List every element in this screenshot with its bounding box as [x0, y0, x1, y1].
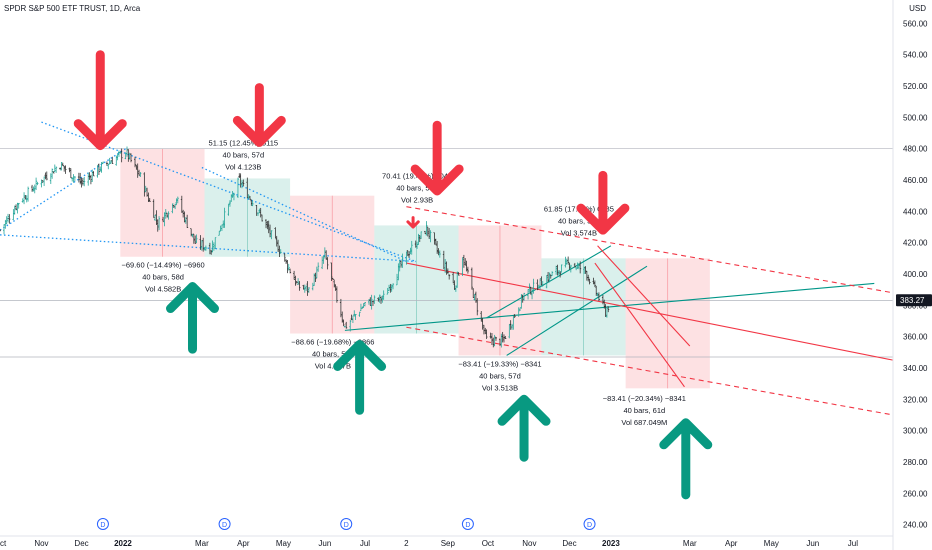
- time-tick-label: 2: [404, 539, 409, 548]
- time-tick-label: Nov: [522, 539, 536, 548]
- arrow-down-icon: [73, 50, 127, 151]
- measure-label: Vol 3.513B: [482, 383, 518, 392]
- trend-line[interactable]: [406, 326, 894, 416]
- measure-label: Vol 2.93B: [401, 195, 433, 204]
- chart-title: SPDR S&P 500 ETF TRUST, 1D, Arca: [4, 4, 141, 13]
- trend-line[interactable]: [486, 245, 612, 319]
- price-tick-label: 280.00: [903, 458, 928, 467]
- time-tick-label: May: [764, 539, 779, 548]
- time-tick-label: Nov: [34, 539, 48, 548]
- time-tick-label: Jul: [360, 539, 370, 548]
- trend-line[interactable]: [344, 282, 875, 331]
- price-tick-label: 420.00: [903, 239, 928, 248]
- trend-line[interactable]: [41, 121, 416, 263]
- measure-label: Vol 4.123B: [225, 163, 261, 172]
- arrow-up-icon: [333, 339, 387, 415]
- trend-line[interactable]: [406, 262, 894, 361]
- time-tick-label: 2023: [602, 539, 620, 548]
- arrow-down-icon: [410, 120, 464, 196]
- time-tick-label: Oct: [482, 539, 495, 548]
- price-tick-label: 440.00: [903, 207, 928, 216]
- trend-line[interactable]: [201, 166, 407, 263]
- price-axis[interactable]: 240.00 260.00 280.00 300.00 320.00 340.00 360.…: [892, 0, 932, 550]
- time-tick-label: Dec: [74, 539, 88, 548]
- time-tick-label: Jun: [806, 539, 819, 548]
- arrow-markers: [73, 50, 713, 500]
- trend-line[interactable]: [597, 245, 691, 347]
- dividend-icon[interactable]: [583, 518, 596, 530]
- measure-label: 40 bars, 57d: [558, 216, 600, 225]
- measure-label: 40 bars, 57d: [479, 371, 521, 380]
- arrow-down-icon: [576, 170, 630, 235]
- dividend-icon[interactable]: [218, 518, 231, 530]
- price-tick-label: 520.00: [903, 82, 928, 91]
- price-tick-label: 260.00: [903, 489, 928, 498]
- time-tick-label: Mar: [195, 539, 209, 548]
- dividend-icon[interactable]: [461, 518, 474, 530]
- measure-label: Vol 687.049M: [621, 418, 667, 427]
- measure-label: Vol 4.517B: [315, 361, 351, 370]
- dividend-label: D: [100, 522, 105, 529]
- time-tick-label: Apr: [237, 539, 250, 548]
- arrow-down-icon: [232, 83, 286, 147]
- price-tick-label: 480.00: [903, 145, 928, 154]
- trend-line[interactable]: [506, 265, 648, 356]
- time-tick-label: Jul: [848, 539, 858, 548]
- measure-label: 40 bars, 61d: [623, 406, 665, 415]
- measure-label: −69.60 (−14.49%) −6960: [121, 261, 204, 270]
- time-tick-label: Sep: [441, 539, 456, 548]
- dividend-label: D: [465, 522, 470, 529]
- time-tick-label: Oct: [0, 539, 7, 548]
- dividend-icon[interactable]: [96, 518, 109, 530]
- price-tick-label: 240.00: [903, 521, 928, 530]
- price-tick-label: 300.00: [903, 427, 928, 436]
- measure-label: 40 bars, 57d: [312, 349, 354, 358]
- last-price-badge: [896, 294, 932, 307]
- measure-label: Vol 4.582B: [145, 285, 181, 294]
- price-tick-label: 400.00: [903, 270, 928, 279]
- trend-line[interactable]: [0, 148, 127, 231]
- measure-label: 51.15 (12.45%) 5115: [209, 139, 279, 148]
- measure-label: −83.41 (−20.34%) −8341: [603, 394, 686, 403]
- price-tick-label: 320.00: [903, 395, 928, 404]
- currency-label: USD: [909, 4, 926, 13]
- price-tick-label: 460.00: [903, 176, 928, 185]
- price-tick-label: 500.00: [903, 113, 928, 122]
- dividend-icon[interactable]: [340, 518, 353, 530]
- arrow-up-icon: [497, 394, 551, 462]
- arrow-up-icon: [659, 418, 713, 500]
- time-tick-label: Jun: [318, 539, 331, 548]
- price-bars: [0, 146, 610, 348]
- time-tick-label: May: [276, 539, 291, 548]
- time-axis[interactable]: Oct Nov Dec 2022 Mar Apr May Jun Jul 2 Sep Oct Nov De…: [0, 535, 893, 548]
- time-tick-label: Apr: [725, 539, 738, 548]
- time-tick-label: 2022: [114, 539, 132, 548]
- dividend-label: D: [587, 522, 592, 529]
- trend-line[interactable]: [594, 262, 685, 388]
- dividend-label: D: [222, 522, 227, 529]
- time-tick-label: Mar: [683, 539, 697, 548]
- measure-label: −83.41 (−19.33%) −8341: [458, 359, 541, 368]
- price-tick-label: 340.00: [903, 364, 928, 373]
- time-tick-label: Dec: [562, 539, 576, 548]
- arrow-up-icon: [166, 282, 220, 354]
- last-price-label: 383.27: [900, 296, 925, 305]
- measure-label: 40 bars, 58d: [142, 273, 184, 282]
- trend-lines: [0, 121, 894, 416]
- price-tick-label: 560.00: [903, 19, 928, 28]
- measure-label: Vol 3.574B: [561, 228, 597, 237]
- trend-line[interactable]: [0, 234, 416, 263]
- horizontal-lines: [0, 148, 893, 358]
- price-tick-label: 540.00: [903, 51, 928, 60]
- arrow-down-icon: [406, 216, 420, 229]
- measure-label: 40 bars, 57d: [396, 183, 438, 192]
- measure-label: 40 bars, 57d: [222, 151, 264, 160]
- price-tick-label: 360.00: [903, 333, 928, 342]
- dividend-label: D: [344, 522, 349, 529]
- trend-line[interactable]: [406, 206, 894, 294]
- measure-label: −88.66 (−19.68%) −8866: [291, 337, 374, 346]
